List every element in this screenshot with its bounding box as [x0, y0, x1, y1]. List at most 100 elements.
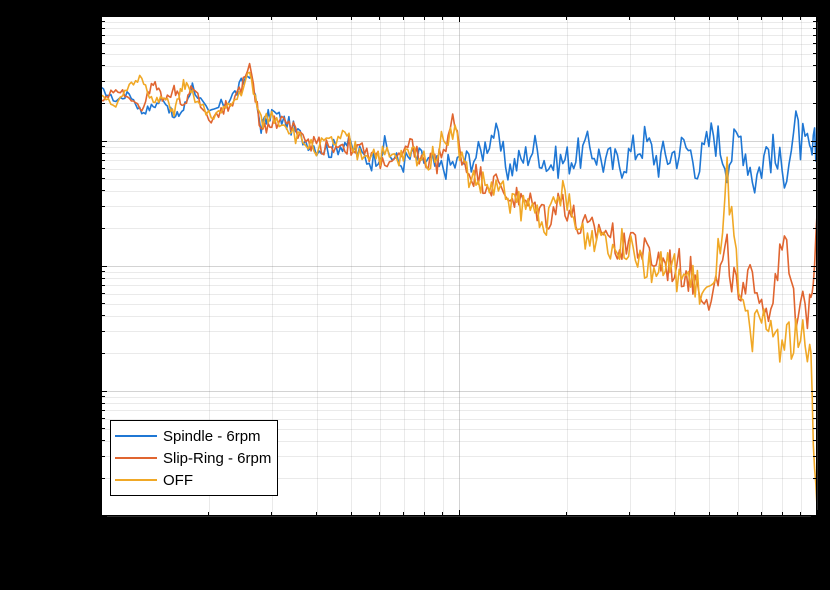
axis-tick — [101, 160, 105, 161]
axis-tick — [101, 456, 105, 457]
axis-tick — [101, 391, 107, 392]
axis-tick — [813, 53, 817, 54]
axis-tick — [813, 146, 817, 147]
axis-tick — [813, 65, 817, 66]
axis-tick — [101, 43, 105, 44]
legend: Spindle - 6rpm Slip-Ring - 6rpmOFF — [110, 420, 278, 496]
axis-tick — [101, 16, 107, 17]
axis-tick — [674, 512, 675, 516]
axis-tick — [813, 43, 817, 44]
axis-tick — [101, 303, 105, 304]
axis-tick — [813, 271, 817, 272]
axis-tick — [442, 512, 443, 516]
axis-tick — [813, 478, 817, 479]
axis-tick — [800, 16, 801, 20]
grid-h-major — [101, 516, 817, 517]
axis-tick — [101, 206, 105, 207]
axis-tick — [811, 16, 817, 17]
axis-tick — [101, 271, 105, 272]
axis-tick — [101, 285, 105, 286]
axis-tick — [101, 478, 105, 479]
axis-tick — [813, 403, 817, 404]
axis-tick — [737, 16, 738, 20]
axis-tick — [813, 396, 817, 397]
axis-tick — [101, 228, 105, 229]
axis-tick — [101, 410, 105, 411]
axis-tick — [101, 353, 105, 354]
axis-tick — [101, 81, 105, 82]
axis-tick — [737, 512, 738, 516]
axis-tick — [811, 141, 817, 142]
axis-tick — [813, 228, 817, 229]
axis-tick — [208, 16, 209, 20]
legend-swatch — [115, 457, 157, 459]
axis-tick — [379, 16, 380, 20]
axis-tick — [442, 16, 443, 20]
axis-tick — [811, 266, 817, 267]
axis-tick — [813, 81, 817, 82]
axis-tick — [101, 153, 105, 154]
axis-tick — [424, 16, 425, 20]
axis-tick — [101, 190, 105, 191]
axis-tick — [101, 65, 105, 66]
axis-tick — [761, 16, 762, 20]
axis-tick — [761, 512, 762, 516]
axis-tick — [709, 512, 710, 516]
axis-tick — [403, 512, 404, 516]
legend-swatch — [115, 479, 157, 481]
axis-tick — [101, 440, 105, 441]
axis-tick — [101, 178, 105, 179]
axis-tick — [813, 160, 817, 161]
axis-tick — [813, 35, 817, 36]
axis-tick — [800, 512, 801, 516]
axis-tick — [813, 21, 817, 22]
axis-tick — [674, 16, 675, 20]
axis-tick — [316, 512, 317, 516]
axis-tick — [782, 512, 783, 516]
axis-tick — [101, 53, 105, 54]
axis-tick — [813, 410, 817, 411]
axis-tick — [813, 315, 817, 316]
axis-tick — [813, 28, 817, 29]
series-line — [101, 64, 817, 330]
axis-tick — [813, 331, 817, 332]
legend-item: OFF — [115, 469, 271, 491]
axis-tick — [424, 512, 425, 516]
axis-tick — [566, 16, 567, 20]
axis-tick — [629, 16, 630, 20]
axis-tick — [101, 28, 105, 29]
axis-tick — [566, 512, 567, 516]
axis-tick — [101, 141, 107, 142]
axis-tick — [101, 396, 105, 397]
axis-tick — [101, 516, 107, 517]
legend-swatch — [115, 435, 157, 437]
axis-tick — [101, 266, 107, 267]
axis-tick — [101, 278, 105, 279]
axis-tick — [813, 353, 817, 354]
axis-tick — [316, 16, 317, 20]
axis-tick — [629, 512, 630, 516]
axis-tick — [813, 285, 817, 286]
axis-tick — [101, 168, 105, 169]
axis-tick — [101, 315, 105, 316]
axis-tick — [459, 510, 460, 516]
axis-tick — [101, 428, 105, 429]
axis-tick — [813, 168, 817, 169]
axis-tick — [208, 512, 209, 516]
axis-tick — [351, 16, 352, 20]
series-line — [101, 74, 817, 193]
axis-tick — [811, 391, 817, 392]
axis-tick — [813, 428, 817, 429]
axis-tick — [271, 16, 272, 20]
axis-tick — [782, 16, 783, 20]
axis-tick — [813, 103, 817, 104]
legend-item: Slip-Ring - 6rpm — [115, 447, 271, 469]
axis-tick — [813, 153, 817, 154]
axis-tick — [101, 35, 105, 36]
axis-tick — [811, 516, 817, 517]
axis-tick — [813, 418, 817, 419]
axis-tick — [813, 440, 817, 441]
legend-label: Spindle - 6rpm — [163, 428, 261, 445]
axis-tick — [101, 293, 105, 294]
axis-tick — [101, 21, 105, 22]
